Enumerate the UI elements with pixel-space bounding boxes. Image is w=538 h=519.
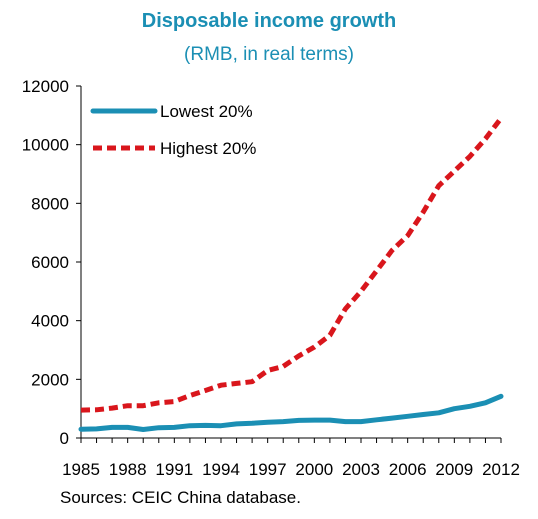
- axes: 0 2000 4000 6000 8000 10000 12000 1985 1988 1991 1…: [22, 77, 520, 479]
- y-tick-label: 8000: [31, 194, 69, 213]
- legend-label: Lowest 20%: [160, 102, 253, 121]
- x-tick-label: 2009: [435, 460, 473, 479]
- x-tick-label: 1997: [249, 460, 287, 479]
- y-tick-label: 10000: [22, 136, 69, 155]
- x-tick-label: 1988: [109, 460, 147, 479]
- x-tick-label: 1991: [155, 460, 193, 479]
- x-tick-label: 2003: [342, 460, 380, 479]
- y-tick-label: 12000: [22, 77, 69, 96]
- x-tick-label: 2012: [482, 460, 520, 479]
- x-tick-label: 2006: [389, 460, 427, 479]
- y-tick-label: 6000: [31, 253, 69, 272]
- x-tick-label: 1985: [62, 460, 100, 479]
- x-tick-label: 1994: [202, 460, 240, 479]
- legend: Lowest 20% Highest 20%: [90, 102, 256, 158]
- y-tick-label: 2000: [31, 370, 69, 389]
- y-tick-label: 0: [60, 429, 69, 448]
- chart-title: Disposable income growth: [141, 10, 397, 32]
- legend-label: Highest 20%: [160, 139, 256, 158]
- series-line-highest-20: [80, 116, 503, 413]
- x-tick-label: 2000: [295, 460, 333, 479]
- source-note: Sources: CEIC China database.: [60, 488, 301, 507]
- series-line-lowest-20: [78, 393, 504, 432]
- series-layer: [78, 116, 504, 432]
- chart-subtitle: (RMB, in real terms): [184, 44, 354, 65]
- y-tick-label: 4000: [31, 312, 69, 331]
